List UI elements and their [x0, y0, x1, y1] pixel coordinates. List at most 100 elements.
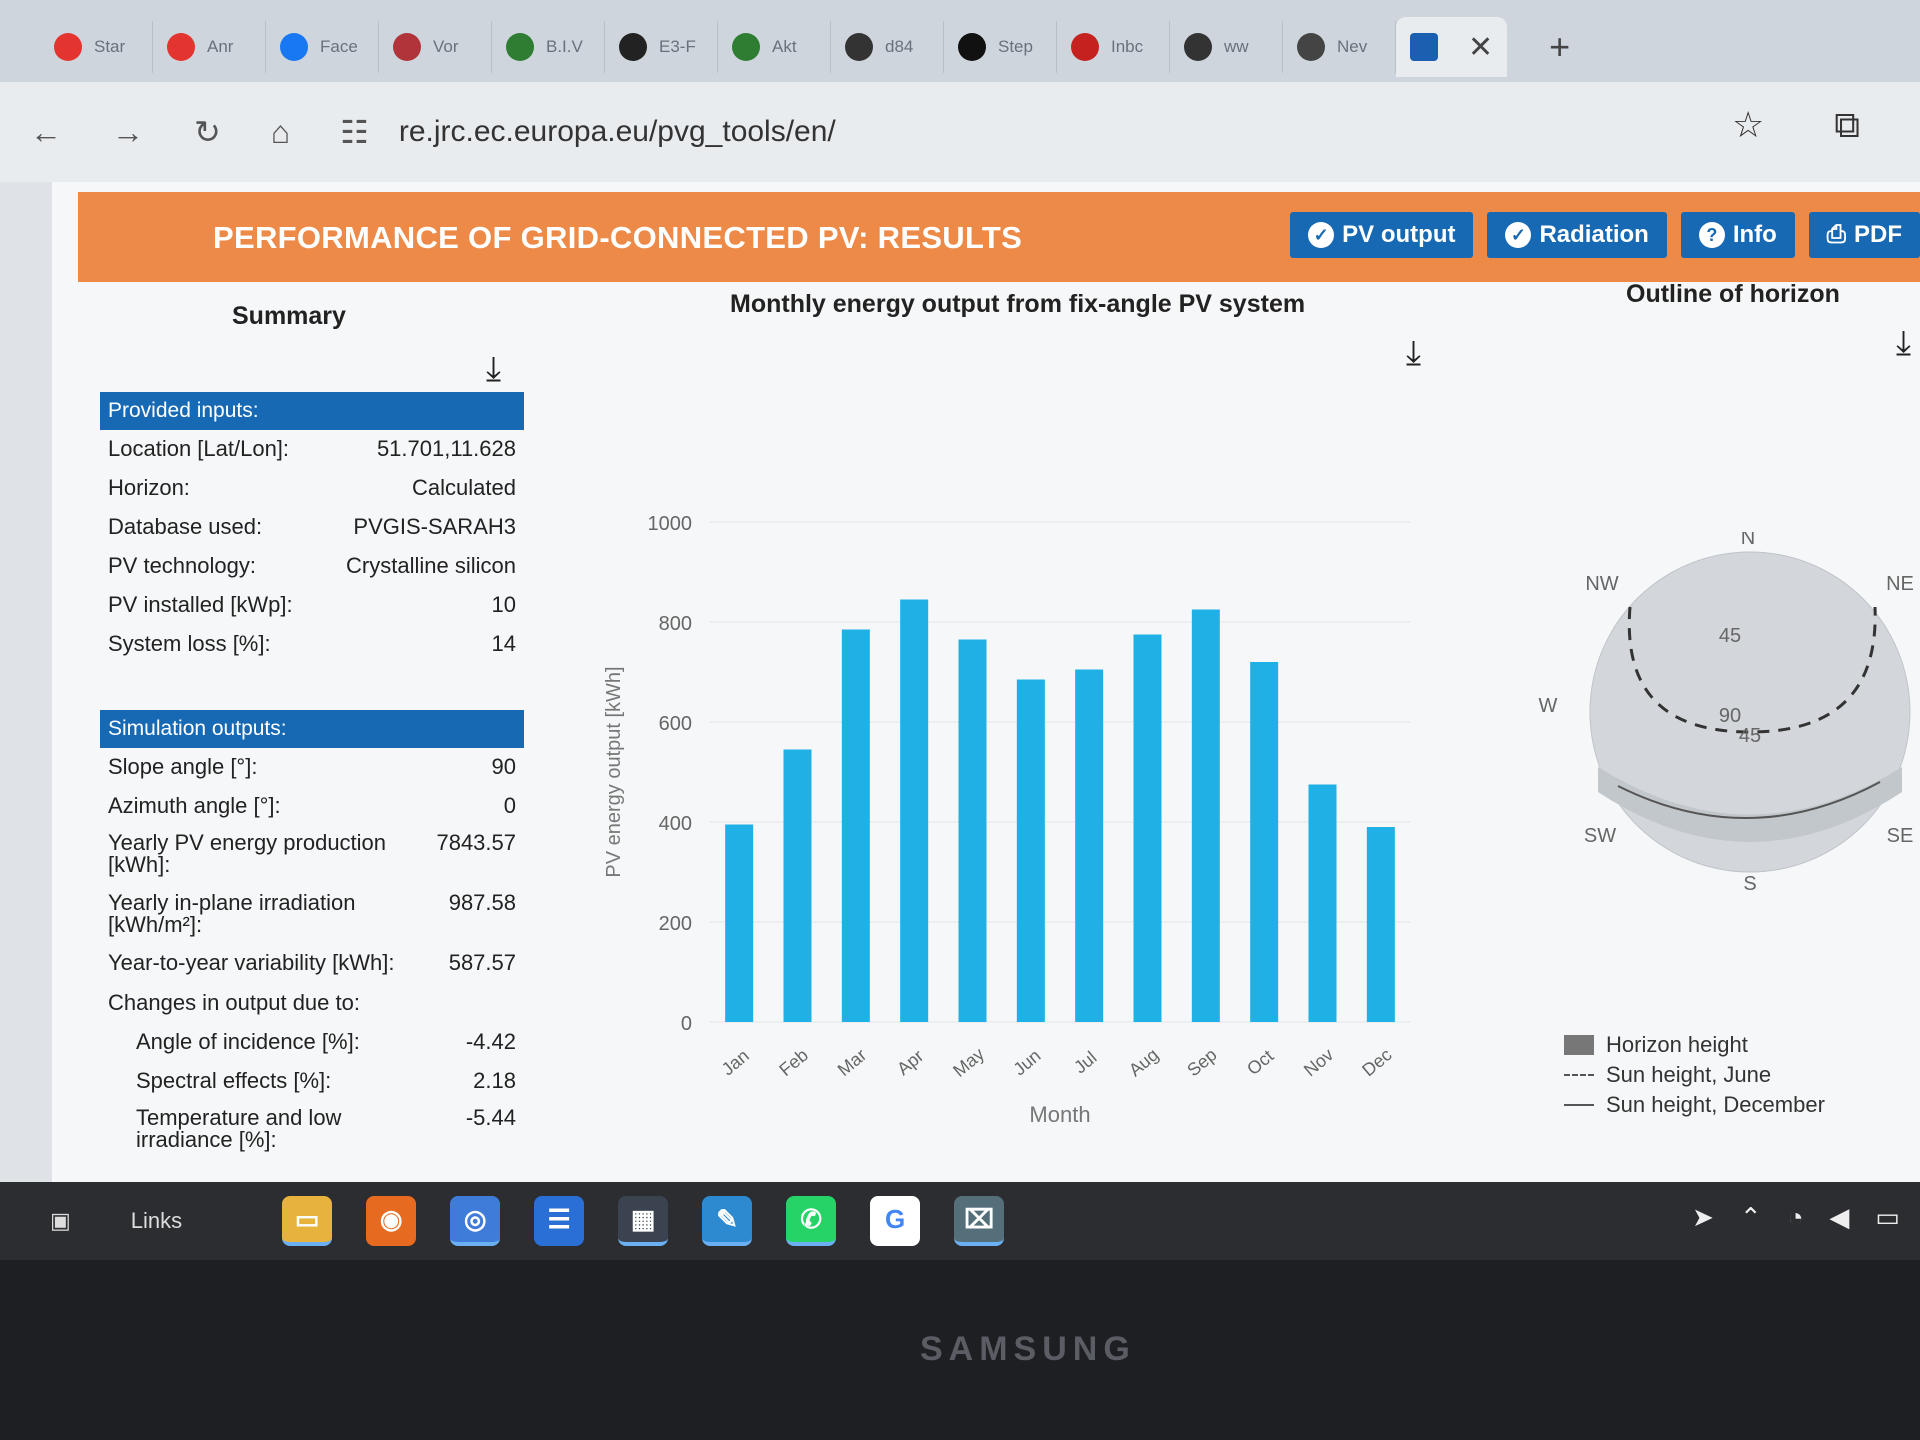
info-label: Info	[1732, 221, 1777, 248]
legend-item[interactable]: Horizon height	[1564, 1032, 1825, 1058]
close-tab-icon[interactable]: ✕	[1468, 30, 1494, 64]
screen: adobe-acrobat-iconStaradobe-acrobat-icon…	[0, 0, 1920, 1260]
y-tick-label: 600	[659, 713, 692, 735]
row-label: PV technology:	[108, 553, 256, 578]
browser-tab[interactable]: flag-icon Vor	[379, 21, 492, 73]
y-axis-label: PV energy output [kWh]	[603, 666, 625, 877]
bar-feb[interactable]	[783, 749, 812, 1023]
bar-jun[interactable]	[1016, 679, 1045, 1023]
bar-oct[interactable]	[1250, 662, 1279, 1022]
active-tab[interactable]: ✕	[1396, 17, 1508, 77]
browser-tab[interactable]: globe-icon d84	[831, 21, 944, 73]
home-icon[interactable]: ⌂	[270, 113, 291, 150]
file-explorer-icon[interactable]: ▭	[282, 1196, 333, 1246]
facebook-icon: facebook-icon	[280, 33, 308, 61]
summary-row: Yearly in-plane irradiation [kWh/m²]: 987…	[100, 892, 524, 936]
row-value: Crystalline silicon	[346, 553, 516, 578]
row-value: Calculated	[412, 475, 516, 500]
row-value: 0	[503, 793, 516, 818]
row-value: PVGIS-SARAH3	[353, 514, 516, 539]
bar-may[interactable]	[958, 639, 987, 1023]
bar-aug[interactable]	[1133, 634, 1162, 1023]
brand-logo: SAMSUNG	[920, 1330, 1136, 1368]
summary-row: Azimuth angle [°]: 0	[100, 793, 524, 819]
site-settings-icon[interactable]: ☷	[340, 114, 369, 150]
volume-icon[interactable]: ◀	[1829, 1202, 1850, 1232]
bookmark-star-icon[interactable]: ☆	[1732, 104, 1765, 145]
legend-item[interactable]: Sun height, December	[1564, 1092, 1825, 1118]
tray-chevron-icon[interactable]: ⌃	[1739, 1202, 1762, 1232]
tab-label: Step	[998, 37, 1033, 56]
adobe-acrobat-icon: adobe-acrobat-icon	[54, 33, 82, 61]
bar-dec[interactable]	[1366, 827, 1395, 1022]
legend-item[interactable]: Sun height, June	[1564, 1062, 1825, 1088]
pv-output-label: PV output	[1342, 221, 1456, 248]
pvgis-icon	[1410, 33, 1438, 61]
download-summary-icon[interactable]: ⤓	[486, 350, 502, 388]
flag-icon: flag-icon	[393, 33, 421, 61]
info-icon: ?	[1698, 222, 1725, 248]
notes-icon[interactable]: ☰	[534, 1196, 585, 1246]
wifi-icon[interactable]: ◔	[1787, 1202, 1804, 1232]
print-icon: ⎙	[1826, 221, 1846, 248]
bar-mar[interactable]	[841, 629, 870, 1023]
task-view-icon[interactable]: ▣	[50, 1208, 71, 1233]
whatsapp-icon[interactable]: ✆	[786, 1196, 837, 1246]
pdf-label: PDF	[1854, 221, 1902, 248]
adobe-acrobat-icon: adobe-acrobat-icon	[167, 33, 195, 61]
download-chart-icon[interactable]: ⤓	[1406, 334, 1422, 372]
browser-tab[interactable]: link-icon Akt	[718, 21, 831, 73]
links-toolbar[interactable]: Links	[130, 1208, 183, 1233]
row-label: Spectral effects [%]:	[136, 1068, 332, 1093]
bar-jul[interactable]	[1075, 669, 1104, 1023]
bar-apr[interactable]	[900, 599, 929, 1023]
browser-tab[interactable]: facebook-icon Face	[266, 21, 379, 73]
monitor-bezel: SAMSUNG	[0, 1260, 1920, 1440]
browser-tab[interactable]: adobe-acrobat-icon Star	[40, 21, 153, 73]
bar-sep[interactable]	[1191, 609, 1220, 1023]
calculator-icon[interactable]: ▦	[618, 1196, 669, 1246]
reload-icon[interactable]: ↻	[194, 114, 221, 150]
new-tab-icon[interactable]: +	[1549, 26, 1571, 67]
chrome-icon[interactable]: ◎	[450, 1196, 501, 1246]
legend-swatch	[1564, 1035, 1594, 1055]
firefox-icon[interactable]: ◉	[366, 1196, 417, 1246]
info-button[interactable]: ? Info	[1680, 212, 1795, 258]
compass-w: W	[1539, 695, 1558, 717]
summary-title: Summary	[232, 302, 346, 330]
google-icon[interactable]: G	[870, 1196, 921, 1246]
url-field[interactable]: re.jrc.ec.europa.eu/pvg_tools/en/	[398, 115, 836, 148]
section-header: Provided inputs:	[100, 392, 524, 430]
browser-tab[interactable]: amazon-icon Step	[944, 21, 1057, 73]
radiation-button[interactable]: ✓ Radiation	[1487, 212, 1667, 258]
compass-se: SE	[1887, 825, 1914, 847]
browser-tab[interactable]: adobe-acrobat-icon Anr	[153, 21, 266, 73]
drawing-app-icon[interactable]: ✎	[702, 1196, 753, 1246]
summary-row: PV technology: Crystalline silicon	[100, 553, 524, 579]
summary-row: Horizon: Calculated	[100, 475, 524, 501]
app-icon[interactable]: ⌧	[954, 1196, 1005, 1246]
extensions-icon[interactable]: ⧉	[1834, 104, 1860, 145]
bar-jan[interactable]	[725, 824, 754, 1023]
browser-tab[interactable]: chrome-icon Nev	[1283, 21, 1396, 73]
row-label: Location [Lat/Lon]:	[108, 436, 290, 461]
summary-table: Provided inputs: Location [Lat/Lon]: 51.70…	[100, 392, 524, 1167]
k-icon: k-icon	[619, 33, 647, 61]
battery-icon[interactable]: ▭	[1875, 1202, 1900, 1232]
y-tick-label: 1000	[648, 513, 693, 535]
download-horizon-icon[interactable]: ⤓	[1896, 324, 1912, 362]
browser-tab[interactable]: k-icon E3-F	[605, 21, 718, 73]
pdf-button[interactable]: ⎙ PDF	[1808, 212, 1920, 258]
x-axis-label: Month	[1029, 1102, 1090, 1127]
row-label: Year-to-year variability [kWh]:	[108, 950, 395, 975]
tab-label: Vor	[433, 37, 459, 56]
pv-output-button[interactable]: ✓ PV output	[1290, 212, 1474, 258]
monthly-energy-chart: 0 200 400 600 800 1000 Jan Feb Mar Apr May Jun Jul Au…	[603, 513, 1410, 1127]
browser-tab[interactable]: brand-icon B.I.V	[492, 21, 605, 73]
back-icon[interactable]: ←	[30, 113, 62, 150]
browser-tab[interactable]: gmail-icon Inbc	[1057, 21, 1170, 73]
bar-nov[interactable]	[1308, 784, 1337, 1023]
forward-icon[interactable]: →	[112, 113, 144, 150]
browser-tab[interactable]: globe-icon ww	[1170, 21, 1283, 73]
row-label: Yearly PV energy production [kWh]:	[108, 830, 387, 877]
